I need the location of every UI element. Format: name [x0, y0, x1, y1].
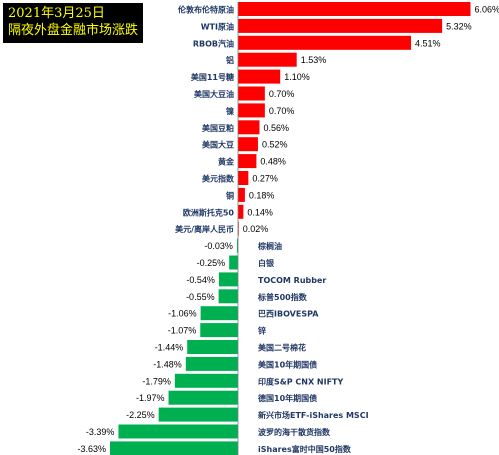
bar: [238, 86, 265, 101]
category-label: 美国二号棉花: [258, 343, 306, 353]
chart-title: 隔夜外盘金融市场涨跌: [8, 23, 139, 38]
category-label: 标普500指数: [257, 292, 308, 302]
value-label: 0.18%: [249, 190, 275, 200]
category-label: 巴西IBOVESPA: [258, 310, 319, 319]
category-label: RBOB汽油: [193, 38, 234, 48]
bar: [238, 35, 412, 50]
chart-title-box: 2021年3月25日 隔夜外盘金融市场涨跌: [3, 3, 143, 43]
bar: [238, 69, 281, 84]
bar: [238, 103, 265, 118]
category-label: 美国大豆: [202, 140, 234, 150]
value-label: 0.48%: [260, 157, 286, 167]
category-label: 印度S&P CNX NIFTY: [258, 376, 343, 386]
bar: [238, 120, 260, 135]
bar: [185, 356, 238, 371]
value-label: -1.07%: [168, 326, 197, 336]
bar: [238, 154, 257, 169]
value-label: 0.70%: [269, 89, 295, 99]
category-label: 新兴市场ETF-iShares MSCI: [258, 410, 369, 420]
value-label: -2.25%: [126, 410, 155, 420]
bar: [238, 171, 249, 185]
value-label: -1.97%: [136, 393, 165, 403]
bar: [158, 407, 238, 422]
category-label: 欧洲斯托克50: [183, 207, 235, 217]
category-label: 波罗的海干散货指数: [258, 427, 331, 437]
category-label: 美国11号糖: [191, 72, 234, 82]
category-label: iShares富时中国50指数: [258, 444, 352, 454]
category-label: 黄金: [218, 157, 235, 167]
category-label: TOCOM Rubber: [258, 276, 326, 285]
value-label: -0.55%: [186, 292, 215, 302]
category-label: 美国10年期国债: [258, 359, 317, 369]
value-label: -1.48%: [153, 359, 182, 369]
value-label: -3.39%: [86, 427, 115, 437]
category-label: 美元/离岸人民币: [175, 224, 234, 234]
value-label: -0.25%: [197, 258, 226, 268]
category-label: 白银: [258, 258, 275, 268]
bar: [238, 187, 245, 202]
chart-date: 2021年3月25日: [8, 6, 105, 21]
bar: [238, 137, 258, 152]
value-label: 0.02%: [243, 224, 269, 234]
value-label: 1.10%: [284, 72, 310, 82]
value-label: 0.27%: [252, 174, 278, 184]
category-label: 伦敦布伦特原油: [178, 5, 234, 15]
bar: [218, 272, 238, 287]
category-label: 锌: [258, 326, 266, 336]
bar: [187, 340, 238, 354]
bar: [118, 424, 238, 439]
value-label: -0.54%: [186, 275, 215, 285]
category-label: WTI原油: [201, 21, 234, 31]
value-label: 1.53%: [301, 55, 327, 65]
value-label: 0.52%: [262, 140, 288, 150]
value-label: -3.63%: [77, 444, 106, 454]
value-label: -1.06%: [168, 309, 197, 319]
bar: [200, 323, 238, 338]
bar: [174, 373, 238, 388]
bar: [238, 18, 443, 33]
bar: [110, 441, 238, 455]
category-label: 美元指数: [202, 174, 235, 184]
category-label: 镍: [226, 106, 234, 116]
bar: [168, 390, 238, 405]
bar: [238, 52, 297, 67]
bar: [238, 2, 471, 16]
value-label: -0.03%: [204, 241, 233, 251]
category-label: 美国豆粕: [202, 123, 234, 133]
value-label: 0.14%: [247, 207, 273, 217]
bar: [236, 238, 238, 253]
bar: [238, 204, 244, 219]
value-label: -1.79%: [142, 376, 171, 386]
value-label: 0.56%: [263, 123, 289, 133]
value-label: -1.44%: [155, 343, 184, 353]
category-label: 铜: [226, 190, 234, 200]
bar: [229, 255, 238, 270]
category-label: 美国大豆油: [194, 89, 234, 99]
category-label: 德国10年期国债: [258, 393, 317, 403]
bar: [218, 289, 238, 304]
value-label: 5.32%: [446, 21, 472, 31]
value-label: 4.51%: [415, 38, 441, 48]
bar: [200, 306, 238, 321]
category-label: 铝: [226, 55, 234, 65]
value-label: 6.06%: [475, 5, 499, 15]
value-label: 0.70%: [269, 106, 295, 116]
category-label: 棕榈油: [257, 241, 282, 251]
